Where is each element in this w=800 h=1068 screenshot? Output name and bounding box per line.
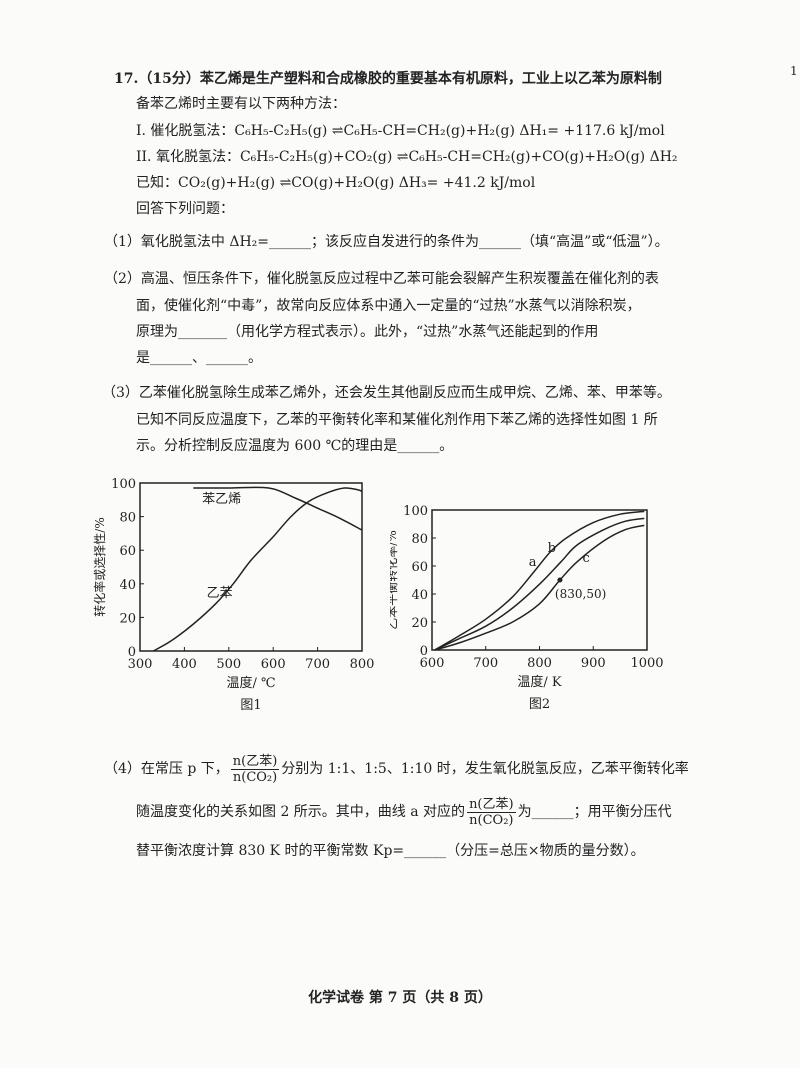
question-line: 备苯乙烯时主要有以下两种方法： — [136, 96, 346, 112]
y-tick-label: 20 — [411, 616, 428, 631]
x-tick-label: 900 — [581, 656, 606, 671]
x-tick-label: 600 — [261, 657, 286, 672]
series-line-乙苯 — [152, 487, 363, 652]
y-tick-label: 80 — [411, 532, 428, 547]
y-axis-label: 转化率或选择性/% — [92, 517, 107, 616]
text: （4）在常压 p 下， — [104, 761, 229, 777]
series-label: b — [548, 541, 556, 556]
x-tick-label: 500 — [216, 657, 241, 672]
fraction: n(乙苯) n(CO₂) — [467, 797, 516, 828]
part-3: 示。分析控制反应温度为 600 ℃的理由是______。 — [136, 438, 454, 454]
x-axis-label: 温度/ K — [517, 674, 562, 690]
part-3: 已知不同反应温度下，乙苯的平衡转化率和某催化剂作用下苯乙烯的选择性如图 1 所 — [136, 412, 658, 428]
x-tick-label: 800 — [350, 657, 375, 672]
series-label: c — [583, 551, 590, 566]
text: 为______；用平衡分压代 — [517, 804, 672, 820]
part-2: （2）高温、恒压条件下，催化脱氢反应过程中乙苯可能会裂解产生积炭覆盖在催化剂的表 — [104, 271, 659, 287]
part-4: 替平衡浓度计算 830 K 时的平衡常数 Kp=______（分压=总压×物质的… — [136, 843, 645, 859]
series-label: a — [529, 555, 537, 570]
y-tick-label: 60 — [411, 560, 428, 575]
part-1: （1）氧化脱氢法中 ΔH₂=______；该反应自发进行的条件为______（填… — [104, 234, 669, 250]
y-tick-label: 0 — [128, 645, 136, 660]
series-line-苯乙烯 — [193, 486, 363, 531]
y-tick-label: 100 — [403, 504, 428, 519]
denominator: n(CO₂) — [232, 769, 278, 785]
plot-frame — [431, 509, 648, 651]
y-tick-label: 0 — [420, 644, 428, 659]
x-tick-label: 700 — [473, 656, 498, 671]
figure-caption: 图1 — [240, 698, 261, 713]
equation-3: 已知：CO₂(g)+H₂(g) ⇌CO(g)+H₂O(g) ΔH₃= +41.2… — [136, 175, 536, 191]
plot-frame — [139, 482, 363, 652]
point-annotation: (830,50) — [555, 587, 606, 601]
series-line-a — [434, 510, 645, 651]
numerator: n(乙苯) — [467, 796, 516, 813]
series-line-b — [434, 517, 645, 651]
x-tick-label: 300 — [128, 657, 153, 672]
page-footer: 化学试卷 第 7 页（共 8 页） — [308, 990, 492, 1006]
page-corner-number: 1 — [790, 64, 798, 78]
y-tick-label: 40 — [119, 578, 136, 593]
equation-2: II. 氧化脱氢法：C₆H₅-C₂H₅(g)+CO₂(g) ⇌C₆H₅-CH=C… — [136, 149, 678, 165]
series-label: 乙苯 — [207, 586, 233, 601]
part-2: 面，使催化剂“中毒”，故常向反应体系中通入一定量的“过热”水蒸气以消除积炭， — [136, 298, 641, 314]
x-tick-label: 1000 — [630, 656, 663, 671]
figure-2-chart: 600 700 800 900 1000 0 20 40 60 80 100 温度/ K 乙苯平衡转化率… — [390, 504, 664, 712]
equation-1: I. 催化脱氢法：C₆H₅-C₂H₅(g) ⇌C₆H₅-CH=CH₂(g)+H₂… — [136, 123, 665, 139]
fraction: n(乙苯) n(CO₂) — [230, 753, 280, 785]
question-line: 17.（15分）苯乙烯是生产塑料和合成橡胶的重要基本有机原料，工业上以乙苯为原料… — [114, 71, 662, 87]
figure-1-chart: 300 400 500 600 700 800 0 20 40 60 80 100 温度/ ℃ 转化率或选… — [92, 477, 375, 713]
y-tick-label: 60 — [119, 544, 136, 559]
y-tick-label: 20 — [119, 611, 136, 626]
series-line-c — [434, 524, 645, 651]
part-2: 是______、______。 — [136, 350, 262, 366]
part-3: （3）乙苯催化脱氢除生成苯乙烯外，还会发生其他副反应而生成甲烷、乙烯、苯、甲苯等… — [102, 385, 671, 401]
series-label: 苯乙烯 — [202, 492, 241, 507]
figure-caption: 图2 — [529, 697, 550, 712]
y-axis-label: 乙苯平衡转化率/% — [390, 530, 399, 629]
text: 随温度变化的关系如图 2 所示。其中，曲线 a 对应的 — [136, 804, 466, 820]
y-tick-label: 80 — [119, 511, 136, 526]
part-2: 原理为_______（用化学方程式表示）。此外，“过热”水蒸气还能起到的作用 — [136, 324, 599, 340]
numerator: n(乙苯) — [230, 753, 280, 770]
question-line: 回答下列问题： — [136, 201, 234, 217]
x-tick-label: 600 — [420, 656, 445, 671]
part-4: （4）在常压 p 下， n(乙苯) n(CO₂) 分别为 1:1、1:5、1:10 时… — [104, 752, 689, 786]
text: 分别为 1:1、1:5、1:10 时，发生氧化脱氢反应，乙苯平衡转化率 — [281, 761, 689, 777]
x-tick-label: 700 — [305, 657, 330, 672]
denominator: n(CO₂) — [469, 812, 514, 828]
y-tick-label: 100 — [111, 477, 136, 492]
x-tick-label: 400 — [172, 657, 197, 672]
x-axis-label: 温度/ ℃ — [226, 675, 275, 691]
part-4: 随温度变化的关系如图 2 所示。其中，曲线 a 对应的 n(乙苯) n(CO₂) 为_… — [136, 795, 672, 829]
data-point — [557, 577, 563, 583]
y-tick-label: 40 — [411, 588, 428, 603]
x-tick-label: 800 — [527, 656, 552, 671]
